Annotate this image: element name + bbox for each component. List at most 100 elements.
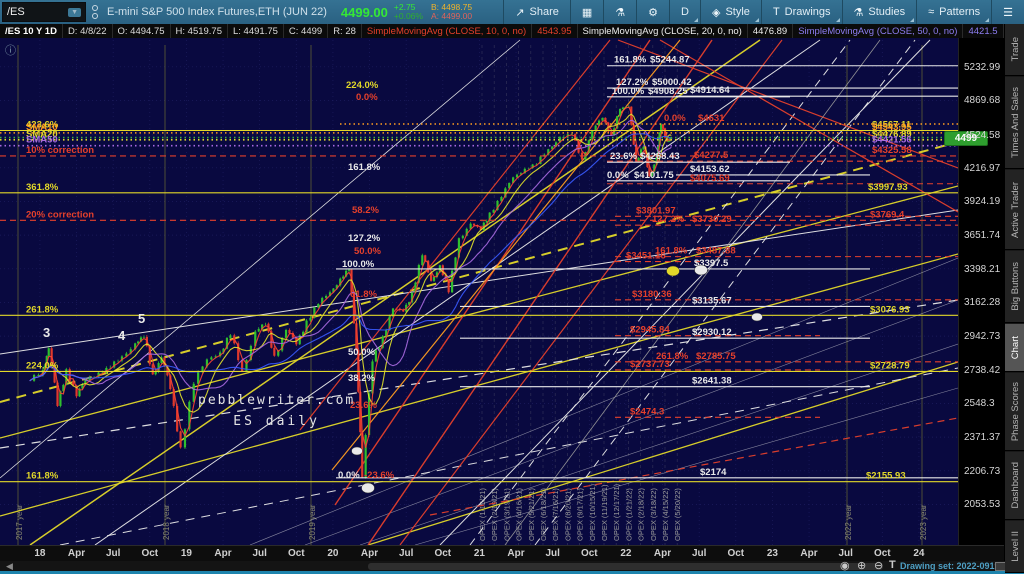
svg-text:$3730.29: $3730.29 bbox=[692, 214, 732, 225]
time-axis[interactable]: 18 Apr Jul Oct 19 Apr Jul Oct 20 Apr Jul Oct 21 Apr Ju… bbox=[0, 545, 1005, 561]
svg-text:$4421.56: $4421.56 bbox=[872, 135, 912, 146]
svg-text:$2474.3: $2474.3 bbox=[630, 406, 664, 417]
scrollbar-thumb[interactable] bbox=[368, 563, 883, 570]
text-tool-icon[interactable]: T bbox=[889, 559, 896, 571]
tab-big-buttons[interactable]: Big Buttons bbox=[1005, 251, 1024, 323]
patterns-button[interactable]: ≈ Patterns bbox=[916, 0, 991, 24]
tab-label: Phase Scores bbox=[1009, 381, 1021, 442]
drawings-button[interactable]: T Drawings bbox=[760, 0, 842, 24]
sma20-study-label[interactable]: SimpleMovingAvg (CLOSE, 20, 0, no) bbox=[578, 24, 748, 38]
svg-text:$4325.58: $4325.58 bbox=[872, 145, 912, 156]
svg-text:2017 year: 2017 year bbox=[15, 504, 24, 540]
tab-active-trader[interactable]: Active Trader bbox=[1005, 170, 1024, 250]
svg-text:224.0%: 224.0% bbox=[346, 80, 379, 91]
svg-text:$2174: $2174 bbox=[700, 467, 727, 478]
time-axis-tick: 20 bbox=[327, 548, 339, 559]
sma10-study-label[interactable]: SimpleMovingAvg (CLOSE, 10, 0, no) bbox=[362, 24, 533, 38]
flask-icon: ⚗ bbox=[615, 6, 626, 19]
crosshair-icon[interactable]: ◉ bbox=[840, 560, 850, 572]
settings-button[interactable]: ⚙ bbox=[636, 0, 669, 24]
menu-button[interactable]: ☰ bbox=[991, 0, 1024, 24]
style-button[interactable]: ◈ Style bbox=[700, 0, 761, 24]
sma50-study-label[interactable]: SimpleMovingAvg (CLOSE, 50, 0, no) bbox=[793, 24, 964, 38]
symbol-timeframe[interactable]: /ES 10 Y 1D bbox=[0, 24, 63, 38]
calendar-icon: ▦ bbox=[581, 6, 593, 19]
svg-text:23.6%: 23.6% bbox=[610, 151, 637, 162]
time-axis-tick: Apr bbox=[360, 548, 379, 559]
time-axis-tick: Jul bbox=[691, 548, 707, 559]
tab-label: Level II bbox=[1009, 531, 1021, 562]
bid-value: B: 4498.75 bbox=[430, 2, 473, 12]
zoom-out-icon[interactable]: ⊖ bbox=[874, 560, 884, 572]
timeframe-button[interactable]: D bbox=[669, 0, 700, 24]
svg-text:OPEX (3/18/22): OPEX (3/18/22) bbox=[649, 488, 658, 541]
tab-trade[interactable]: Trade bbox=[1005, 24, 1024, 76]
zigzag-icon: ≈ bbox=[928, 6, 935, 18]
svg-text:100.0%: 100.0% bbox=[612, 86, 645, 97]
svg-text:50.0%: 50.0% bbox=[348, 347, 375, 358]
svg-text:127.2%: 127.2% bbox=[616, 77, 649, 88]
svg-text:2023 year: 2023 year bbox=[919, 504, 928, 540]
time-axis-tick: Oct bbox=[287, 548, 305, 559]
tab-label: Chart bbox=[1009, 335, 1021, 360]
svg-text:161.8%: 161.8% bbox=[614, 55, 647, 66]
svg-text:$5000.42: $5000.42 bbox=[652, 77, 692, 88]
svg-text:$4476.89: $4476.89 bbox=[872, 129, 912, 140]
tab-phase-scores[interactable]: Phase Scores bbox=[1005, 373, 1024, 451]
ohlc-high: H: 4519.75 bbox=[171, 24, 228, 38]
price-axis-tick: 2548.3 bbox=[964, 398, 995, 410]
zoom-in-icon[interactable]: ⊕ bbox=[857, 560, 867, 572]
svg-text:$3997.93: $3997.93 bbox=[868, 182, 908, 193]
svg-text:OPEX (11/19/21): OPEX (11/19/21) bbox=[600, 484, 609, 541]
time-axis-tick: Jul bbox=[105, 548, 121, 559]
svg-text:261.8%: 261.8% bbox=[656, 351, 689, 362]
drawing-set-label[interactable]: Drawing set: 2022-0919 bbox=[900, 561, 1000, 571]
svg-text:$3397.5: $3397.5 bbox=[694, 258, 729, 269]
sma20-value: 4476.89 bbox=[748, 24, 794, 38]
svg-text:$4631: $4631 bbox=[698, 113, 725, 124]
svg-text:SMA10: SMA10 bbox=[26, 122, 58, 133]
time-axis-tick: Jul bbox=[398, 548, 414, 559]
studies-button[interactable]: ⚗ Studies bbox=[841, 0, 917, 24]
info-icon[interactable]: ⓘ bbox=[5, 45, 16, 57]
symbol-label: /ES bbox=[7, 6, 25, 18]
symbol-select[interactable]: /ES ▼ bbox=[2, 2, 86, 22]
svg-text:50.0%: 50.0% bbox=[354, 246, 381, 257]
scroll-left-arrow[interactable]: ◀ bbox=[6, 561, 13, 571]
trendlines[interactable] bbox=[0, 39, 958, 545]
tab-dashboard[interactable]: Dashboard bbox=[1005, 452, 1024, 520]
svg-text:$4153.62: $4153.62 bbox=[690, 164, 730, 175]
opex-markers: OPEX (1/15/21) OPEX (2/19/21) OPEX (3/19/2… bbox=[478, 45, 682, 545]
svg-text:SMA20: SMA20 bbox=[26, 129, 58, 140]
svg-text:$5244.87: $5244.87 bbox=[650, 55, 690, 66]
price-axis-tick: 2371.37 bbox=[964, 432, 1001, 444]
price-chart[interactable]: 2017 year 2018 year 2019 year 2022 year 2023… bbox=[0, 38, 958, 545]
time-axis-tick: Apr bbox=[214, 548, 232, 559]
svg-text:OPEX (1/15/21): OPEX (1/15/21) bbox=[478, 488, 487, 541]
time-axis-tick: Apr bbox=[653, 548, 672, 559]
calendar-button[interactable]: ▦ bbox=[569, 0, 603, 24]
svg-text:-23.6%: -23.6% bbox=[364, 470, 395, 481]
price-change: +2.75 bbox=[393, 2, 416, 12]
svg-text:423.6%: 423.6% bbox=[26, 119, 59, 130]
annotations: 224.0%0.0%161.8%58.2%127.2%50.0%100.0%61… bbox=[43, 80, 395, 481]
svg-text:$2728.79: $2728.79 bbox=[870, 360, 910, 371]
tab-level-ii[interactable]: Level II bbox=[1005, 521, 1024, 573]
fib-level-lines[interactable]: $5244.87161.8%$5000.42127.2%$4914.64$490… bbox=[0, 55, 958, 483]
ohlc-date: D: 4/8/22 bbox=[63, 24, 113, 38]
tab-chart[interactable]: Chart bbox=[1005, 324, 1024, 372]
chart-area[interactable]: 2017 year 2018 year 2019 year 2022 year 2023… bbox=[0, 38, 958, 545]
share-button[interactable]: ↗ Share bbox=[503, 0, 570, 24]
svg-text:161.8%: 161.8% bbox=[26, 471, 59, 482]
link-icon[interactable] bbox=[92, 5, 99, 19]
svg-text:$4075.69: $4075.69 bbox=[690, 173, 730, 184]
price-axis[interactable]: 4499 5232.99 4869.68 4524.58 4216.97 3924.19… bbox=[944, 38, 1005, 545]
price-axis-tick: 4216.97 bbox=[964, 162, 1001, 174]
text-tool-icon: T bbox=[772, 6, 780, 18]
tools-button[interactable]: ⚗ bbox=[603, 0, 636, 24]
svg-text:38.2%: 38.2% bbox=[348, 373, 375, 384]
time-axis-tick: Apr bbox=[507, 548, 525, 559]
svg-text:127.2%: 127.2% bbox=[652, 214, 685, 225]
svg-text:$4567.11: $4567.11 bbox=[872, 119, 912, 130]
tab-times-and-sales[interactable]: Times And Sales bbox=[1005, 77, 1024, 169]
